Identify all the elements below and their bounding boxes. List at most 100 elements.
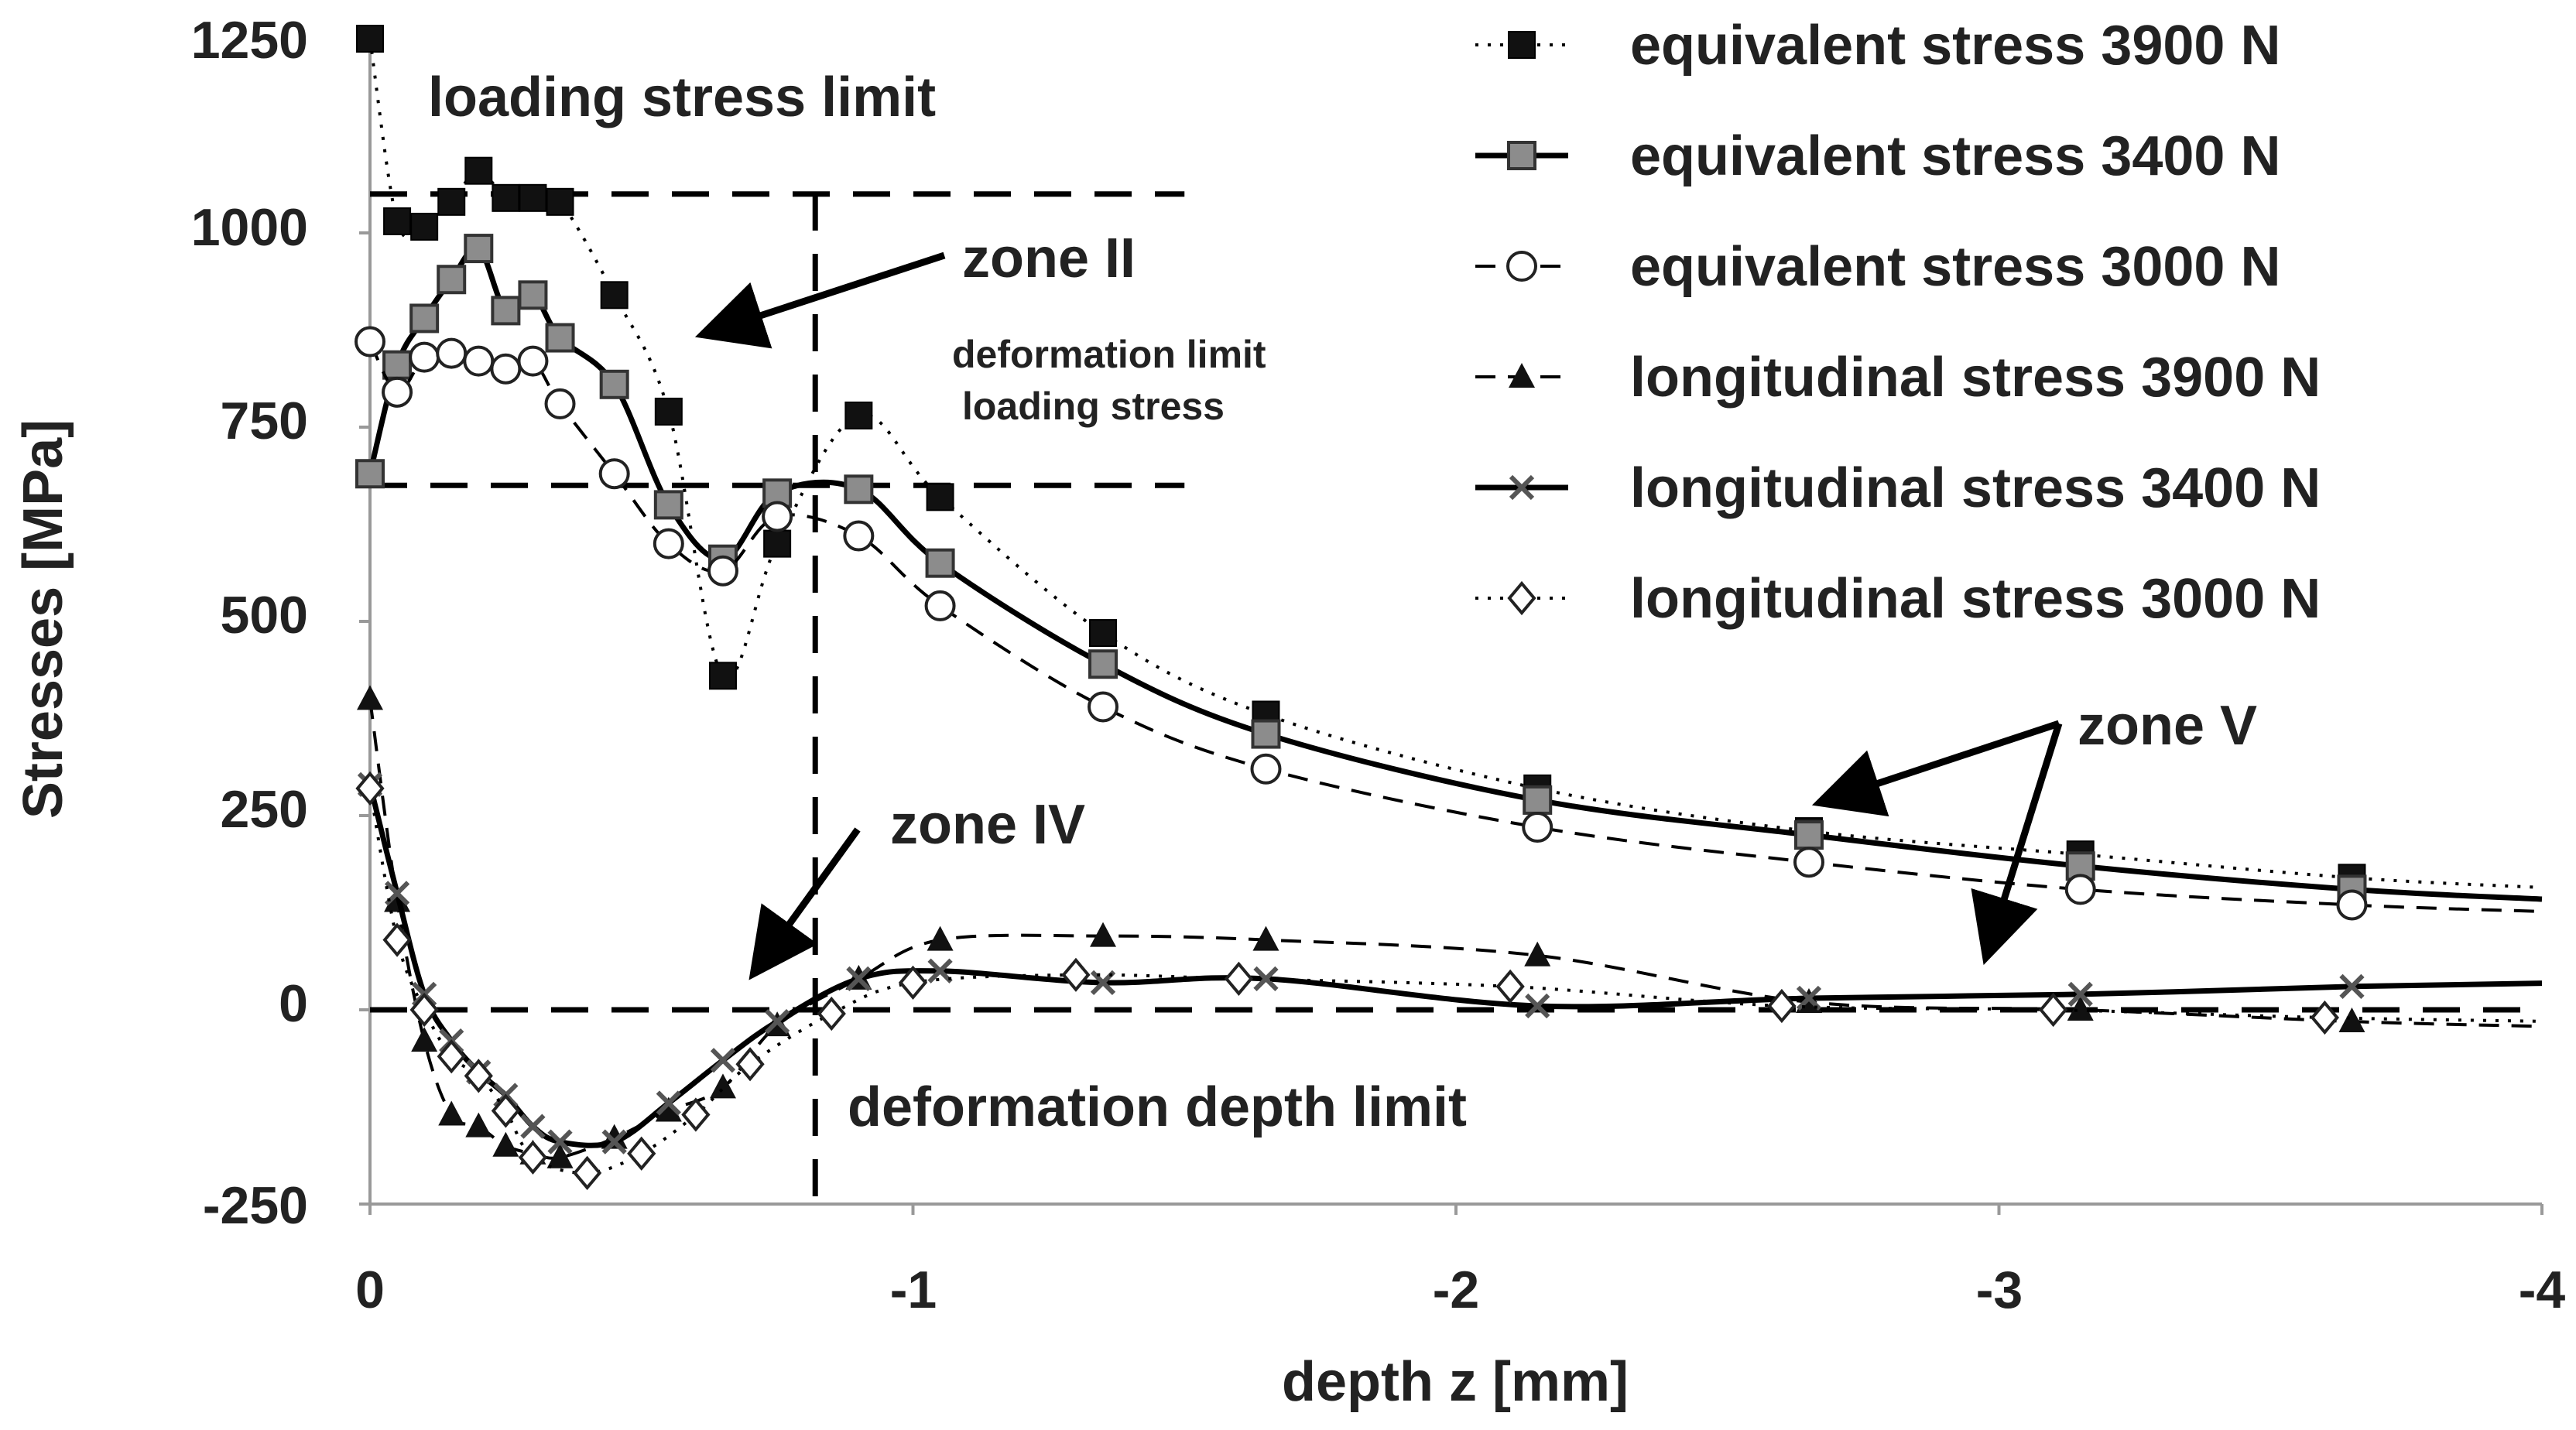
legend-item: equivalent stress 3000 N	[1475, 236, 2280, 298]
data-point	[2338, 1008, 2365, 1033]
data-point	[519, 183, 547, 212]
data-point	[846, 966, 872, 991]
legend: equivalent stress 3900 N equivalent stres…	[1475, 15, 2321, 630]
data-point	[707, 555, 738, 587]
data-point	[356, 25, 384, 53]
series-line	[368, 788, 2543, 1175]
data-point	[546, 187, 574, 216]
data-point	[1252, 925, 1279, 951]
data-point	[898, 965, 928, 1000]
legend-marker	[1506, 251, 1537, 282]
series-layer	[355, 25, 2543, 1190]
data-point	[545, 323, 575, 353]
legend-marker	[1509, 474, 1535, 501]
data-point	[765, 1008, 790, 1035]
data-point	[708, 662, 737, 690]
data-point	[492, 183, 520, 212]
data-point	[382, 350, 413, 380]
data-point	[1793, 847, 1824, 878]
x-tick-label: -2	[1433, 1261, 1479, 1319]
data-point	[2339, 973, 2365, 1000]
data-point	[410, 212, 439, 241]
data-point	[927, 925, 954, 951]
y-tick-label: 750	[221, 392, 308, 450]
data-point	[1089, 619, 1118, 648]
data-point	[547, 1129, 573, 1155]
data-point	[653, 490, 683, 520]
legend-marker	[1509, 363, 1535, 388]
data-point	[1522, 812, 1553, 843]
legend-label: longitudinal stress 3900 N	[1630, 347, 2321, 409]
data-point	[544, 388, 576, 419]
data-point	[520, 1114, 546, 1139]
y-tick-label: 500	[221, 586, 308, 645]
x-tick-labels: 0 -1 -2 -3 -4	[355, 1261, 2565, 1319]
data-point	[1250, 753, 1282, 785]
data-point	[763, 529, 792, 558]
y-tick-label: 1000	[191, 198, 308, 257]
data-point	[1251, 719, 1281, 749]
data-point	[1524, 941, 1551, 966]
data-point	[518, 280, 548, 310]
data-point	[762, 501, 793, 532]
data-point	[2336, 889, 2368, 921]
x-tick-label: 0	[355, 1261, 385, 1319]
data-point	[925, 548, 955, 578]
x-tick-label: -4	[2519, 1261, 2566, 1319]
data-point	[1088, 649, 1118, 679]
data-point	[844, 474, 874, 505]
data-point	[843, 520, 875, 552]
data-point	[2310, 1000, 2340, 1035]
zone-II-arrow	[694, 251, 946, 349]
series-4	[357, 685, 2543, 1168]
data-point	[681, 1097, 711, 1132]
legend-item: longitudinal stress 3000 N	[1475, 568, 2321, 630]
x-tick-label: -1	[890, 1261, 937, 1319]
series-3	[355, 326, 2543, 921]
data-point	[2067, 996, 2094, 1021]
data-point	[2064, 874, 2096, 905]
data-point	[491, 1093, 520, 1128]
data-point	[600, 281, 629, 310]
legend-label: longitudinal stress 3400 N	[1630, 457, 2321, 519]
data-point	[654, 397, 683, 426]
data-point	[464, 156, 493, 185]
zone-V-label: zone V	[2078, 695, 2257, 757]
data-point	[655, 1096, 682, 1122]
data-point	[490, 353, 522, 385]
tick-marks	[359, 37, 2543, 1215]
data-point	[1253, 966, 1279, 991]
data-point	[409, 992, 439, 1028]
data-point	[601, 1129, 627, 1155]
data-point	[437, 1039, 466, 1074]
deformation-depth-limit-label: deformation depth limit	[848, 1076, 1467, 1138]
data-point	[1090, 922, 1117, 947]
loading-stress-sub-label: loading stress	[962, 385, 1225, 428]
legend-marker	[1508, 31, 1536, 59]
data-point	[437, 265, 467, 295]
data-point	[437, 187, 466, 216]
data-point	[1525, 993, 1550, 1019]
annotation-arrows	[694, 251, 2063, 980]
data-point	[710, 1048, 736, 1073]
data-point	[491, 296, 521, 326]
data-point	[627, 1136, 656, 1171]
y-tick-label: 0	[279, 974, 308, 1033]
data-point	[409, 303, 440, 334]
data-point	[1495, 969, 1525, 1004]
x-tick-label: -3	[1976, 1261, 2023, 1319]
legend-label: equivalent stress 3400 N	[1630, 125, 2280, 187]
data-point	[355, 326, 385, 358]
series-6	[355, 771, 2543, 1190]
data-point	[411, 1027, 438, 1052]
legend-label: equivalent stress 3900 N	[1630, 15, 2280, 77]
deformation-limit-label: deformation limit	[952, 333, 1266, 376]
data-point	[1793, 820, 1824, 850]
data-point	[572, 1155, 602, 1190]
data-point	[844, 401, 873, 429]
zone-IV-arrow	[748, 827, 861, 980]
legend-item: equivalent stress 3400 N	[1475, 125, 2280, 187]
zone-IV-label: zone IV	[890, 794, 1085, 856]
zone-II-label: zone II	[962, 228, 1136, 289]
